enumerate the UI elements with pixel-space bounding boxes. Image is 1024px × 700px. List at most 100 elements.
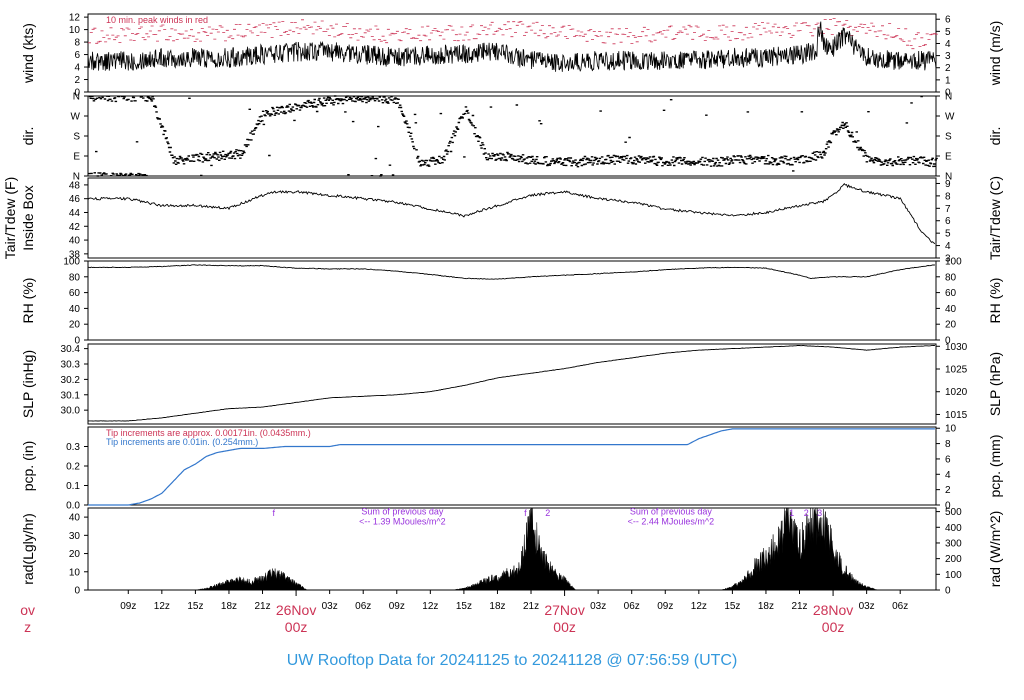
- x-tick-label: 21z: [254, 601, 270, 612]
- y-tick-label: 0.0: [66, 501, 80, 512]
- y2-tick-label: 100: [945, 570, 962, 581]
- y2-axis-label: rad (W/m^2): [987, 511, 1003, 588]
- y-axis-label-2: Inside Box: [20, 185, 36, 250]
- y2-tick-label: 1025: [945, 365, 968, 376]
- series-pcp: [88, 428, 935, 506]
- y-tick-label: 40: [69, 236, 81, 247]
- y2-tick-label: W: [945, 112, 955, 123]
- y-tick-label: 0: [74, 586, 80, 597]
- panel-frame: [87, 260, 937, 341]
- y-axis-label: RH (%): [20, 278, 36, 324]
- y2-tick-label: 6: [945, 15, 951, 26]
- panel-frame: [87, 343, 937, 425]
- y2-axis-label: SLP (hPa): [987, 352, 1003, 416]
- x-tick-label: 03z: [590, 601, 606, 612]
- y2-tick-label: 0: [945, 88, 951, 99]
- y2-axis-label: Tair/Tdew (C): [987, 176, 1003, 260]
- day-label: 28Nov: [813, 602, 853, 618]
- x-tick-label: 18z: [221, 601, 237, 612]
- y2-tick-label: S: [945, 132, 952, 143]
- y2-tick-label: 4: [945, 241, 951, 252]
- y2-tick-label: 5: [945, 229, 951, 240]
- y-tick-label: 46: [69, 194, 81, 205]
- y2-tick-label: 1020: [945, 387, 968, 398]
- y-tick-label: 42: [69, 222, 81, 233]
- y2-tick-label: 4: [945, 39, 951, 50]
- y2-tick-label: N: [945, 172, 952, 183]
- y-tick-label: 0.2: [66, 462, 80, 473]
- x-tick-label: 12z: [422, 601, 438, 612]
- y2-tick-label: 200: [945, 554, 962, 565]
- y2-tick-label: 1030: [945, 342, 968, 353]
- y2-tick-label: 7: [945, 204, 951, 215]
- series-wind-speed: [87, 21, 937, 72]
- day-label: 27Nov: [544, 602, 584, 618]
- rad-annotation: f: [524, 508, 527, 518]
- x-tick-label: 09z: [389, 601, 405, 612]
- y-tick-label: 30.2: [61, 375, 81, 386]
- x-tick-label: 06z: [355, 601, 371, 612]
- x-tick-label: 21z: [791, 601, 807, 612]
- peak-winds-note: 10 min. peak winds in red: [106, 15, 208, 25]
- rad-annotation: 3: [817, 508, 822, 518]
- day-sub-label: 00z: [822, 619, 845, 635]
- y-tick-label: E: [73, 152, 80, 163]
- panel-slp: 30.0 30.1 30.2 30.3 30.4 1015 1020 1025 1030 SLP …: [20, 342, 1003, 425]
- y2-tick-label: 300: [945, 538, 962, 549]
- y2-tick-label: 3: [945, 254, 951, 265]
- panel-frame: [87, 95, 937, 177]
- y-tick-label: 100: [63, 257, 80, 268]
- y-tick-label: 8: [74, 38, 80, 49]
- y-axis-label: Tair/Tdew (F): [2, 177, 18, 259]
- y-tick-label: 0: [74, 88, 80, 99]
- rad-annotation: Sum of previous day: [361, 506, 444, 516]
- y-tick-label: 0.1: [66, 481, 80, 492]
- y-tick-label: 80: [69, 272, 81, 283]
- y2-tick-label: 20: [945, 320, 957, 331]
- y2-axis-label: RH (%): [987, 278, 1003, 324]
- y-tick-label: 30: [69, 531, 81, 542]
- y2-tick-label: 0: [945, 586, 951, 597]
- y2-tick-label: 400: [945, 523, 962, 534]
- y-tick-label: 0.3: [66, 442, 80, 453]
- x-tick-label: 15z: [187, 601, 203, 612]
- y2-tick-label: E: [945, 152, 952, 163]
- panel-rh: 0 20 40 60 80 100 0 20 40 60 80 100 RH (%) RH (%): [20, 257, 1003, 347]
- y-axis-label: pcp. (in): [20, 441, 36, 492]
- y2-tick-label: 2: [945, 63, 951, 74]
- y-tick-label: 4: [74, 63, 80, 74]
- y-tick-label: 30.0: [61, 406, 81, 417]
- tip-increment-note-1: Tip increments are approx. 0.00171in. (0…: [106, 428, 311, 438]
- y2-tick-label: 0: [945, 501, 951, 512]
- y2-tick-label: 1: [945, 75, 951, 86]
- series-rh: [87, 264, 935, 280]
- y-tick-label: 20: [69, 549, 81, 560]
- y-tick-label: N: [73, 92, 80, 103]
- y2-tick-label: 60: [945, 288, 957, 299]
- y2-tick-label: 4: [945, 470, 951, 481]
- rad-annotation: 1: [789, 508, 794, 518]
- y2-tick-label: 6: [945, 454, 951, 465]
- day-label: ov: [20, 602, 35, 618]
- y-tick-label: 30.4: [61, 344, 81, 355]
- rad-annotation: 2: [804, 508, 809, 518]
- y-axis-label: rad(Lgly/hr): [20, 513, 36, 585]
- y-tick-label: 60: [69, 288, 81, 299]
- x-tick-label: 15z: [724, 601, 740, 612]
- rad-annotation: <-- 2.44 MJoules/m^2: [628, 516, 715, 526]
- y-axis-label: wind (kts): [20, 23, 36, 84]
- y2-tick-label: 0: [945, 336, 951, 347]
- x-tick-label: 12z: [691, 601, 707, 612]
- y2-axis-label: dir.: [987, 127, 1003, 146]
- y-axis-label: dir.: [20, 127, 36, 146]
- x-tick-label: 06z: [892, 601, 908, 612]
- y-tick-label: W: [71, 112, 81, 123]
- y-tick-label: 44: [69, 208, 81, 219]
- y-tick-label: 40: [69, 513, 81, 524]
- panel-temp: 38 40 42 44 46 48 3 45 67 89 Tair/Tdew (F) Inside B…: [2, 176, 1003, 265]
- y2-axis-label: wind (m/s): [987, 21, 1003, 87]
- series-radiation: [88, 507, 936, 591]
- day-sub-label: z: [24, 619, 31, 635]
- y-tick-label: 12: [69, 13, 81, 24]
